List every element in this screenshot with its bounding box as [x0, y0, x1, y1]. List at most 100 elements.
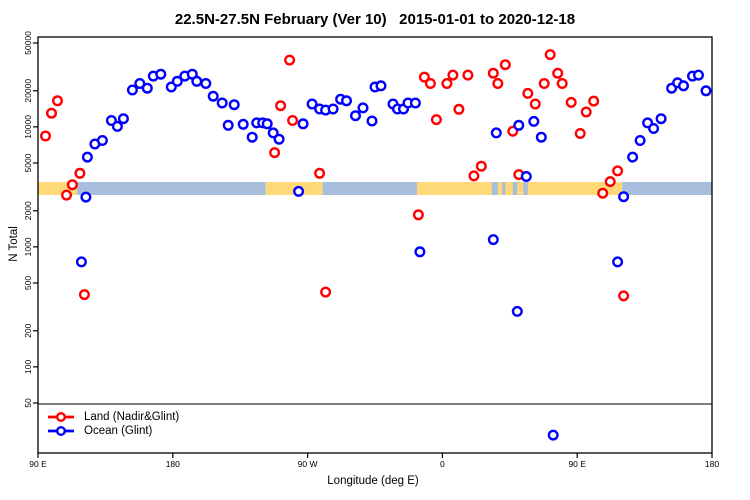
ocean-data-point	[134, 77, 146, 89]
ocean-data-point	[207, 90, 219, 102]
legend-item-land: Land (Nadir&Glint)	[46, 410, 179, 424]
legend-label-ocean: Ocean (Glint)	[84, 425, 153, 437]
land-data-point	[468, 170, 480, 182]
land-data-point	[74, 167, 86, 179]
x-axis-label: Longitude (deg E)	[327, 475, 419, 487]
land-data-point	[462, 69, 474, 81]
land-data-point	[612, 165, 624, 177]
surface-band-ocean	[322, 182, 417, 195]
land-data-point	[287, 114, 299, 126]
ocean-data-point	[171, 75, 183, 87]
ocean-data-point	[357, 102, 369, 114]
ocean-data-point	[655, 113, 667, 125]
land-data-point	[492, 77, 504, 89]
land-data-point	[66, 179, 78, 191]
ocean-data-point	[155, 68, 167, 80]
land-data-point	[552, 67, 564, 79]
surface-band-ocean-inlet	[502, 182, 506, 195]
land-data-point	[412, 209, 424, 221]
land-data-point	[314, 167, 326, 179]
ocean-data-point	[490, 127, 502, 139]
ocean-data-point	[700, 85, 712, 97]
legend-label-land: Land (Nadir&Glint)	[84, 411, 180, 423]
ocean-data-point	[126, 84, 138, 96]
land-data-point	[522, 87, 534, 99]
ocean-data-point	[627, 151, 639, 163]
land-data-point	[275, 100, 287, 112]
land-data-point	[430, 114, 442, 126]
ocean-data-point	[618, 191, 630, 203]
y-axis-label: N Total	[8, 226, 20, 262]
land-data-point	[604, 176, 616, 188]
ocean-data-point	[535, 131, 547, 143]
ocean-data-point	[273, 133, 285, 145]
land-data-point	[320, 286, 332, 298]
ocean-data-point	[634, 134, 646, 146]
land-data-point	[538, 77, 550, 89]
land-data-point	[269, 147, 281, 159]
ocean-legend-symbol	[48, 426, 74, 436]
ocean-data-point	[96, 134, 108, 146]
land-data-point	[475, 160, 487, 172]
ocean-data-point	[80, 191, 92, 203]
ocean-data-point	[261, 118, 273, 130]
y-tick-label: 50000	[23, 31, 33, 55]
legend: Land (Nadir&Glint) Ocean (Glint)	[46, 410, 179, 438]
land-data-point	[499, 59, 511, 71]
land-data-point	[588, 95, 600, 107]
land-data-point	[529, 98, 541, 110]
ocean-data-point	[511, 305, 523, 317]
legend-item-ocean: Ocean (Glint)	[46, 424, 179, 438]
y-tick-label: 100	[23, 360, 33, 374]
land-data-point	[580, 106, 592, 118]
ocean-data-point	[513, 119, 525, 131]
land-data-point	[597, 187, 609, 199]
land-data-point	[40, 130, 52, 142]
ocean-data-point	[75, 256, 87, 268]
y-tick-label: 10000	[23, 115, 33, 139]
ocean-data-point	[306, 98, 318, 110]
ocean-data-point	[216, 97, 228, 109]
ocean-data-point	[117, 113, 129, 125]
land-data-point	[556, 77, 568, 89]
ocean-data-point	[222, 119, 234, 131]
land-data-point	[487, 67, 499, 79]
ocean-data-point	[297, 118, 309, 130]
x-tick-label: 90 E	[568, 459, 586, 469]
land-data-point	[447, 69, 459, 81]
ocean-data-point	[547, 429, 559, 441]
surface-band-ocean-inlet	[512, 182, 518, 195]
chart-title: 22.5N-27.5N February (Ver 10) 2015-01-01…	[174, 11, 576, 28]
land-data-point	[424, 77, 436, 89]
ocean-data-point	[350, 110, 362, 122]
land-data-point	[618, 290, 630, 302]
ocean-data-point	[228, 99, 240, 111]
land-legend-symbol	[48, 412, 74, 422]
land-data-point	[46, 107, 58, 119]
ocean-data-point	[293, 185, 305, 197]
surface-band-land	[416, 182, 623, 195]
y-tick-label: 20000	[23, 79, 33, 103]
surface-band-ocean	[76, 182, 266, 195]
x-tick-label: 180	[705, 459, 719, 469]
y-tick-label: 50	[23, 398, 33, 408]
ocean-data-point	[648, 122, 660, 134]
land-data-point	[61, 189, 73, 201]
ocean-data-point	[81, 151, 93, 163]
land-data-point	[284, 54, 296, 66]
ocean-data-point	[237, 118, 249, 130]
y-tick-label: 5000	[23, 153, 33, 172]
land-data-point	[418, 71, 430, 83]
ocean-data-point	[366, 115, 378, 127]
plot-border	[37, 36, 713, 454]
land-data-point	[574, 127, 586, 139]
land-data-point	[544, 49, 556, 61]
ocean-data-point	[327, 103, 339, 115]
land-data-point	[52, 95, 64, 107]
x-tick-label: 0	[440, 459, 445, 469]
y-tick-label: 2000	[23, 201, 33, 220]
ocean-data-point	[191, 75, 203, 87]
x-tick-label: 180	[166, 459, 180, 469]
